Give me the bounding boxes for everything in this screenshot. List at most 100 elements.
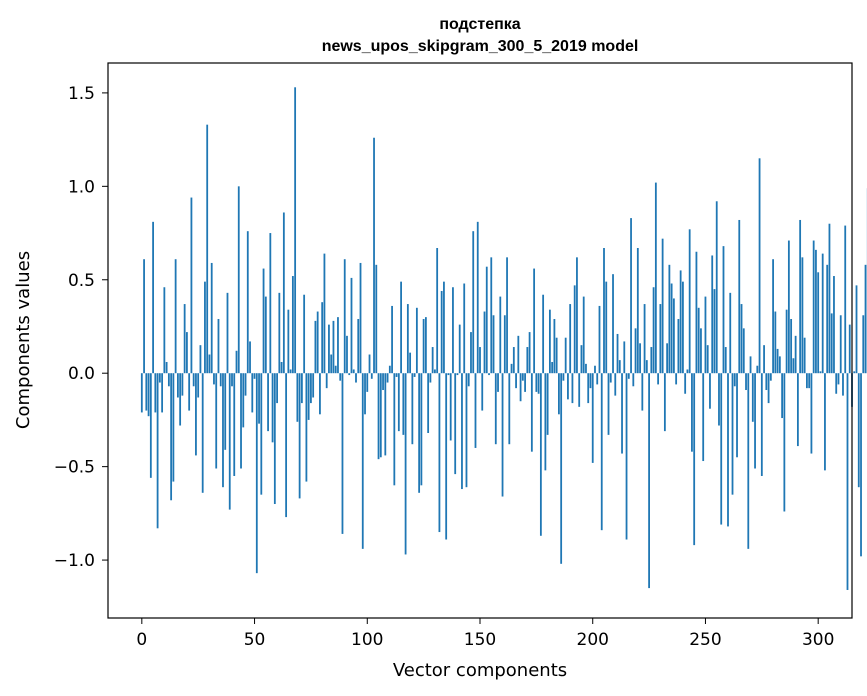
bar-29 [206,124,209,374]
x-tick-label: 100 [351,630,383,650]
bar-296 [808,373,811,389]
bar-125 [422,319,425,374]
bar-48 [249,341,251,374]
bar-11 [165,361,168,374]
bar-319 [860,373,862,557]
bar-166 [515,373,517,389]
bar-223 [643,304,646,374]
bar-202 [596,373,599,385]
bar-195 [580,345,583,374]
bar-281 [774,311,777,374]
bar-58 [271,373,274,443]
bar-149 [476,221,479,374]
bar-309 [837,373,840,385]
bar-148 [474,373,477,448]
bar-52 [258,373,260,424]
bar-317 [855,285,858,374]
bar-243 [688,229,691,374]
bar-63 [282,212,285,374]
bar-225 [648,373,650,589]
bar-198 [587,373,590,404]
bar-271 [751,373,754,422]
bar-156 [492,315,495,374]
bar-121 [413,373,416,377]
bar-207 [607,373,610,435]
bar-98 [361,373,364,549]
bar-118 [406,304,409,374]
bar-1 [143,259,145,374]
bar-208 [609,373,612,383]
bar-110 [388,365,391,374]
bar-3 [147,373,150,417]
bar-146 [470,332,472,374]
y-tick-label: 0.0 [68,364,95,384]
bar-251 [706,345,709,374]
bar-80 [321,302,324,374]
bar-235 [670,283,673,374]
bar-179 [544,373,547,471]
bar-55 [264,296,267,374]
bar-181 [548,309,551,374]
bar-266 [740,304,743,374]
bar-226 [650,347,653,374]
bar-203 [598,305,601,374]
chart-title-line2: news_upos_skipgram_300_5_2019 model [322,38,639,55]
bar-321 [864,264,867,374]
bar-295 [806,373,808,389]
bar-38 [226,292,229,374]
bar-263 [733,373,736,387]
bar-162 [506,257,508,374]
bar-267 [742,328,745,374]
bar-69 [296,373,299,422]
bar-15 [174,259,177,374]
bar-194 [578,373,581,407]
bar-120 [411,373,414,445]
bar-151 [481,373,484,411]
bar-106 [379,373,382,458]
bar-89 [341,373,344,534]
bar-298 [812,240,815,374]
bar-19 [183,304,186,374]
bar-277 [765,373,768,391]
bar-138 [452,287,454,374]
bar-147 [472,231,475,374]
x-tick-label: 150 [464,630,496,650]
bar-313 [846,373,849,590]
bar-104 [375,264,378,374]
bar-140 [456,373,459,376]
bar-153 [485,266,488,374]
bar-183 [553,319,556,374]
bar-221 [639,343,641,374]
bar-4 [149,373,152,478]
bar-16 [176,373,179,398]
bar-152 [483,311,486,374]
bar-105 [377,373,380,460]
bar-224 [645,360,648,374]
bar-175 [535,373,538,392]
bar-316 [853,371,856,374]
bar-186 [560,373,563,564]
bar-84 [330,354,333,374]
bar-119 [409,352,412,374]
bar-161 [503,315,506,374]
bar-102 [370,373,373,379]
bar-65 [287,309,290,374]
x-axis-label: Vector components [393,660,567,681]
bar-92 [348,373,351,376]
bar-30 [208,354,211,374]
bar-247 [697,307,700,374]
bar-270 [749,356,752,374]
bar-257 [720,373,723,525]
bar-123 [418,373,421,493]
bar-0 [140,373,143,413]
bar-68 [294,87,297,374]
bar-135 [445,373,448,540]
bar-18 [181,373,184,396]
bar-44 [240,373,242,469]
x-tick-label: 50 [244,630,266,650]
bar-124 [420,373,423,486]
bar-128 [429,373,432,383]
bar-174 [533,268,536,374]
bar-82 [325,373,328,389]
bar-24 [195,373,197,456]
